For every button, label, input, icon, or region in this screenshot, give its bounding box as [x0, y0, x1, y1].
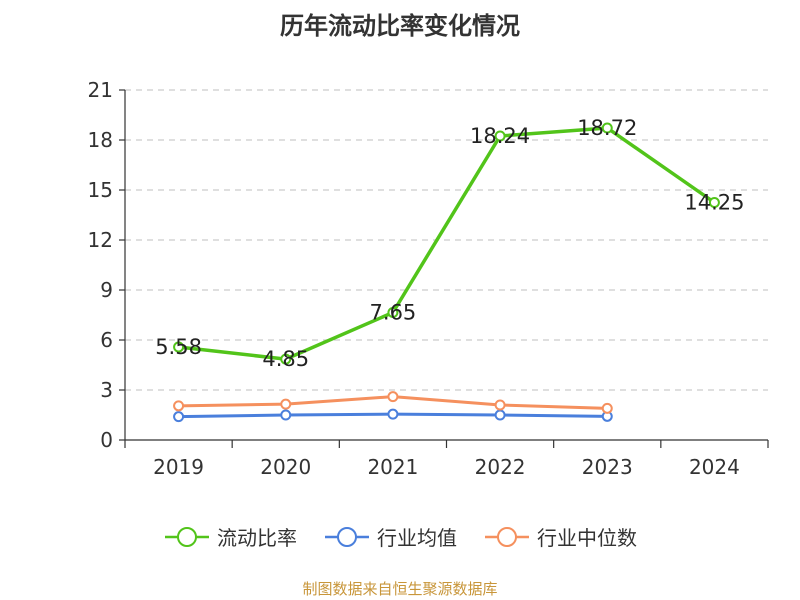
data-point — [387, 391, 399, 403]
y-tick-label: 12 — [88, 228, 113, 252]
data-label: 5.58 — [155, 335, 202, 359]
data-point — [280, 398, 292, 410]
legend-label-industry-median: 行业中位数 — [537, 526, 637, 550]
data-point — [494, 409, 506, 421]
x-tick-label: 2024 — [689, 455, 740, 479]
chart-title: 历年流动比率变化情况 — [280, 12, 520, 40]
y-tick-label: 6 — [100, 328, 113, 352]
data-point — [601, 122, 613, 134]
data-source-note: 制图数据来自恒生聚源数据库 — [302, 580, 498, 598]
y-tick-label: 15 — [88, 178, 113, 202]
y-tick-label: 0 — [100, 428, 113, 452]
data-label: 14.25 — [684, 191, 744, 215]
data-point — [387, 408, 399, 420]
legend: 流动比率 行业均值 行业中位数 — [0, 522, 800, 551]
x-tick-label: 2022 — [475, 455, 526, 479]
legend-item-industry-mean[interactable]: 行业均值 — [323, 522, 457, 551]
series-line-0 — [178, 126, 716, 361]
data-point — [387, 307, 399, 318]
data-point — [280, 353, 292, 365]
x-tick-label: 2021 — [367, 455, 418, 479]
legend-marker-industry-median — [485, 526, 529, 547]
x-tick-label: 2023 — [582, 455, 633, 479]
data-point — [280, 409, 292, 421]
data-point — [494, 130, 506, 142]
data-point — [173, 341, 185, 353]
data-point — [494, 399, 506, 411]
legend-marker-current-ratio — [165, 526, 209, 547]
data-label: 7.65 — [370, 301, 417, 325]
y-tick-label: 9 — [100, 278, 113, 302]
data-point — [173, 400, 185, 412]
legend-label-industry-mean: 行业均值 — [377, 526, 457, 550]
data-label: 18.24 — [470, 124, 530, 148]
legend-label-current-ratio: 流动比率 — [217, 526, 297, 550]
data-point — [708, 197, 720, 208]
data-point — [601, 402, 613, 414]
x-tick-label: 2020 — [260, 455, 311, 479]
y-tick-label: 21 — [88, 78, 113, 102]
data-point — [173, 411, 185, 423]
x-tick-label: 2019 — [153, 455, 204, 479]
y-tick-label: 3 — [100, 378, 113, 402]
data-label: 18.72 — [577, 116, 637, 140]
y-tick-label: 18 — [88, 128, 113, 152]
legend-item-current-ratio[interactable]: 流动比率 — [163, 522, 297, 551]
legend-item-industry-median[interactable]: 行业中位数 — [483, 522, 637, 551]
data-label: 4.85 — [262, 347, 309, 371]
legend-marker-industry-mean — [325, 526, 369, 547]
